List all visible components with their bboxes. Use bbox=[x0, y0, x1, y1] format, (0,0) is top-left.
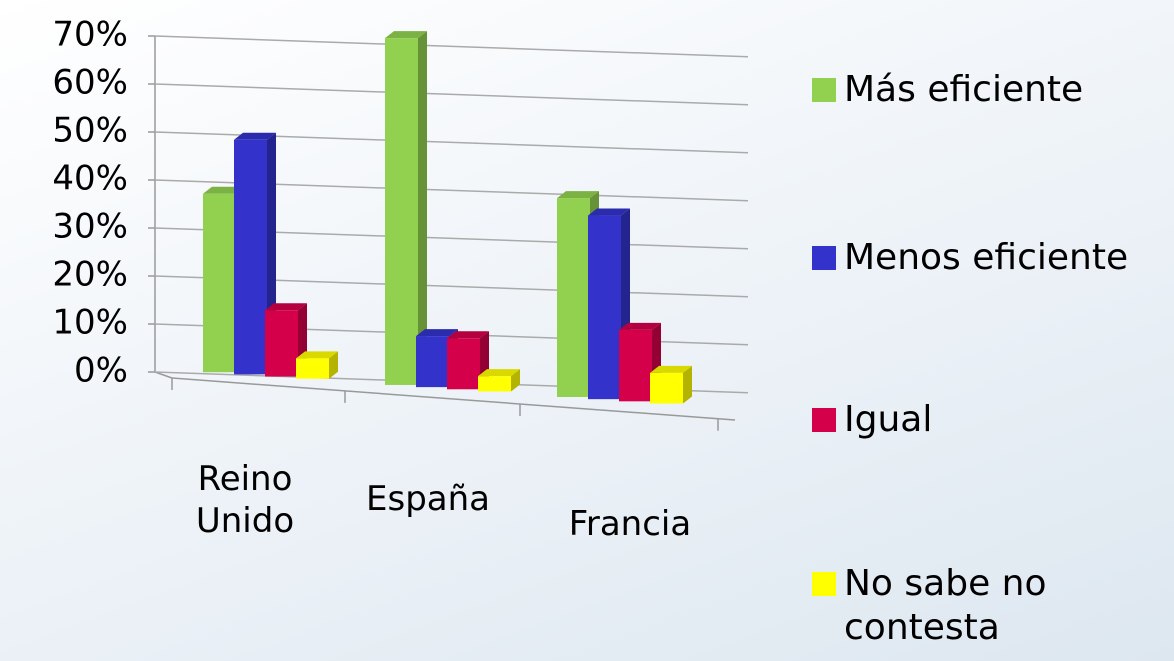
legend-label: No sabe no contesta bbox=[844, 563, 1047, 648]
bar-front bbox=[619, 329, 652, 402]
legend-swatch bbox=[812, 408, 836, 432]
legend-item: Igual bbox=[812, 398, 1172, 442]
bar-top bbox=[588, 208, 630, 216]
bar bbox=[588, 208, 630, 400]
bar-top bbox=[557, 191, 599, 199]
x-tick-label: Reino Unido bbox=[195, 459, 295, 541]
bar-front bbox=[588, 215, 621, 400]
legend-item: Menos eficiente bbox=[812, 236, 1172, 280]
bar-top bbox=[619, 322, 661, 330]
bar bbox=[447, 331, 489, 390]
legend-swatch bbox=[812, 572, 836, 596]
bar bbox=[234, 132, 276, 375]
legend-swatch bbox=[812, 78, 836, 102]
y-tick-label: 40% bbox=[52, 159, 128, 199]
bar-front bbox=[416, 336, 449, 388]
legend-label: Igual bbox=[844, 399, 933, 440]
bar-top bbox=[416, 329, 458, 337]
grid-line bbox=[154, 35, 749, 58]
bar-top bbox=[296, 351, 338, 359]
bar-front bbox=[478, 376, 511, 392]
bar-top bbox=[650, 365, 692, 373]
bar-side bbox=[683, 365, 692, 404]
bar-front bbox=[203, 193, 236, 373]
bar-front bbox=[650, 372, 683, 404]
bar bbox=[478, 369, 520, 392]
floor-edge bbox=[171, 377, 736, 421]
bar-top bbox=[265, 303, 307, 311]
y-tick-label: 0% bbox=[74, 351, 128, 391]
bar bbox=[385, 31, 427, 385]
y-tick-label: 60% bbox=[52, 63, 128, 103]
bar-front bbox=[265, 310, 298, 377]
bar-side bbox=[511, 369, 520, 392]
bar-front bbox=[557, 198, 590, 397]
bar bbox=[650, 365, 692, 404]
y-tick-label: 30% bbox=[52, 207, 128, 247]
floor-edge bbox=[154, 371, 173, 379]
bar-top bbox=[478, 369, 520, 377]
x-tick-label: Francia bbox=[568, 504, 692, 544]
legend-label: Menos eficiente bbox=[844, 237, 1129, 278]
grid-line bbox=[154, 83, 749, 106]
legend-item: Más eficiente bbox=[812, 68, 1172, 112]
bar-front bbox=[385, 38, 418, 385]
y-tick-label: 50% bbox=[52, 111, 128, 151]
bar-front bbox=[447, 338, 480, 390]
legend-label: Más eficiente bbox=[844, 69, 1084, 110]
bar-side bbox=[418, 31, 427, 385]
bar-top bbox=[385, 31, 427, 39]
y-tick-label: 20% bbox=[52, 255, 128, 295]
bar-front bbox=[234, 139, 267, 375]
legend-item: No sabe no contesta bbox=[812, 562, 1172, 650]
bar-top bbox=[234, 132, 276, 140]
x-tick-label: España bbox=[366, 479, 490, 519]
y-tick-label: 70% bbox=[52, 15, 128, 55]
legend-swatch bbox=[812, 246, 836, 270]
bar-front bbox=[296, 358, 329, 379]
bar-top bbox=[447, 331, 489, 339]
y-tick-label: 10% bbox=[52, 303, 128, 343]
bar-side bbox=[329, 351, 338, 379]
bar bbox=[296, 351, 338, 379]
